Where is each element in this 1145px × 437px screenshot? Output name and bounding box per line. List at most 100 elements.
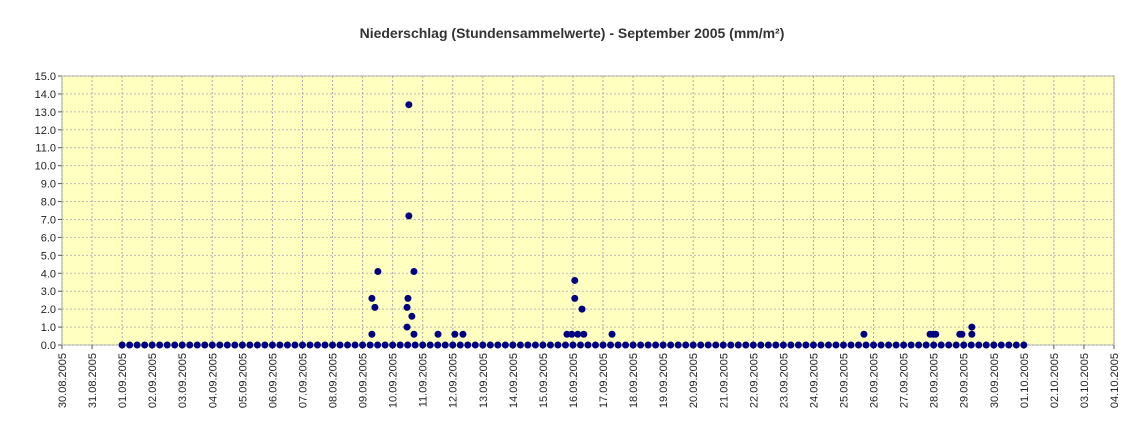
data-point [915, 341, 923, 349]
data-point [574, 330, 582, 338]
x-tick-label: 01.09.2005 [117, 353, 129, 408]
data-point [900, 341, 908, 349]
data-point [246, 341, 254, 349]
x-tick-label: 15.09.2005 [538, 353, 550, 408]
y-tick-label: 6.0 [41, 232, 56, 244]
data-point [126, 341, 134, 349]
data-point [727, 341, 735, 349]
data-point [306, 341, 314, 349]
data-point [133, 341, 141, 349]
data-point [629, 341, 637, 349]
data-point [877, 341, 885, 349]
data-point [479, 341, 487, 349]
data-point [967, 341, 975, 349]
data-point [772, 341, 780, 349]
data-point [1012, 341, 1020, 349]
data-point [374, 341, 382, 349]
data-point [459, 330, 467, 338]
data-point [571, 276, 579, 284]
data-point [697, 341, 705, 349]
data-point [712, 341, 720, 349]
x-tick-label: 30.09.2005 [989, 353, 1001, 408]
x-tick-label: 12.09.2005 [448, 353, 460, 408]
data-point [794, 341, 802, 349]
data-point [291, 341, 299, 349]
y-tick-label: 14.0 [35, 89, 56, 101]
data-point [268, 341, 276, 349]
data-point [456, 341, 464, 349]
plot-area [61, 75, 1115, 346]
data-point [208, 341, 216, 349]
data-point [930, 341, 938, 349]
data-point [193, 341, 201, 349]
data-point [682, 341, 690, 349]
x-tick-label: 22.09.2005 [748, 353, 760, 408]
x-tick-label: 07.09.2005 [297, 353, 309, 408]
x-tick-label: 23.09.2005 [778, 353, 790, 408]
data-point [524, 341, 532, 349]
data-point [824, 341, 832, 349]
data-point [674, 341, 682, 349]
data-point [839, 341, 847, 349]
data-point [580, 330, 588, 338]
data-point [403, 323, 411, 331]
x-tick-label: 24.09.2005 [808, 353, 820, 408]
x-tick-label: 05.09.2005 [237, 353, 249, 408]
data-point [561, 341, 569, 349]
data-point [817, 341, 825, 349]
data-point [968, 330, 976, 338]
y-tick-label: 5.0 [41, 250, 56, 262]
data-point [426, 341, 434, 349]
data-point [359, 341, 367, 349]
data-point [381, 341, 389, 349]
data-point [622, 341, 630, 349]
data-point [689, 341, 697, 349]
data-point [464, 341, 472, 349]
x-tick-label: 30.08.2005 [57, 353, 69, 408]
y-tick-label: 7.0 [41, 214, 56, 226]
x-tick-label: 11.09.2005 [418, 353, 430, 407]
data-point [576, 341, 584, 349]
data-point [434, 330, 442, 338]
data-point [832, 341, 840, 349]
data-point [368, 330, 376, 338]
data-point [404, 341, 412, 349]
data-point [253, 341, 261, 349]
data-point [404, 294, 412, 302]
x-tick-label: 27.09.2005 [899, 353, 911, 408]
data-point [344, 341, 352, 349]
data-point [163, 341, 171, 349]
data-point [321, 341, 329, 349]
data-point [667, 341, 675, 349]
data-point [870, 341, 878, 349]
x-tick-label: 09.09.2005 [358, 353, 370, 408]
x-tick-label: 18.09.2005 [628, 353, 640, 408]
data-point [371, 303, 379, 311]
x-tick-label: 29.09.2005 [959, 353, 971, 408]
data-point [419, 341, 427, 349]
data-point [719, 341, 727, 349]
data-point [118, 341, 126, 349]
data-point [809, 341, 817, 349]
data-point [494, 341, 502, 349]
data-point [742, 341, 750, 349]
data-point [276, 341, 284, 349]
data-point [592, 341, 600, 349]
data-point [885, 341, 893, 349]
x-tick-label: 06.09.2005 [267, 353, 279, 408]
data-point [764, 341, 772, 349]
y-tick-label: 1.0 [41, 322, 56, 334]
data-point [434, 341, 442, 349]
data-point [405, 101, 413, 109]
data-point [568, 330, 576, 338]
data-point [652, 341, 660, 349]
data-point [779, 341, 787, 349]
x-tick-label: 20.09.2005 [688, 353, 700, 408]
data-point [571, 294, 579, 302]
data-point [945, 341, 953, 349]
y-tick-label: 15.0 [35, 71, 56, 83]
data-point [298, 341, 306, 349]
data-point [907, 341, 915, 349]
data-point [599, 341, 607, 349]
data-point [231, 341, 239, 349]
